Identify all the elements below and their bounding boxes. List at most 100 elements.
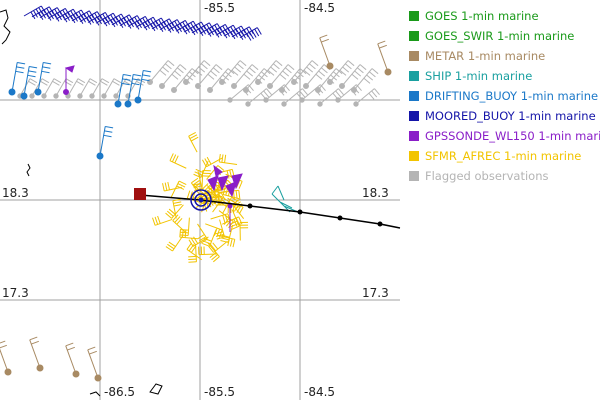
wind-barb: [201, 170, 211, 189]
wind-barb: [207, 242, 220, 263]
wind-barb: [127, 15, 150, 30]
legend-swatch: [409, 91, 419, 101]
wind-barb: [79, 11, 102, 25]
wind-barb: [96, 125, 114, 160]
legend-swatch: [409, 71, 419, 81]
track-point: [337, 215, 343, 221]
legend-item[interactable]: MOORED_BUOY 1-min marine: [409, 109, 596, 123]
latitude-label-left-1: 18.3: [2, 186, 29, 200]
wind-barb: [188, 132, 199, 153]
wind-barb: [125, 78, 146, 99]
ship-layer: [271, 185, 299, 213]
metar-layer: [0, 34, 392, 382]
legend-item[interactable]: SFMR_AFREC 1-min marine: [409, 149, 581, 163]
wind-barb: [172, 198, 182, 219]
legend-item[interactable]: SHIP 1-min marine: [409, 69, 532, 83]
legend-item[interactable]: GOES 1-min marine: [409, 9, 539, 23]
legend-label: DRIFTING_BUOY 1-min marine: [425, 89, 598, 103]
coastline: [0, 9, 163, 397]
wind-barb: [63, 9, 86, 24]
wind-barb: [39, 7, 62, 21]
wind-barb: [0, 340, 12, 376]
wind-barb: [219, 60, 247, 85]
legend-label: MOORED_BUOY 1-min marine: [425, 109, 596, 123]
wind-barb: [95, 12, 118, 27]
wind-barb: [165, 204, 184, 219]
wind-barb: [327, 60, 355, 85]
wind-barb: [191, 22, 214, 36]
wind-barb: [111, 14, 134, 28]
wind-barb: [281, 88, 308, 107]
wind-barb: [255, 60, 283, 85]
track-point: [297, 209, 303, 215]
wind-barb: [114, 73, 132, 108]
wind-barb: [231, 64, 259, 89]
wind-barb: [377, 40, 392, 76]
legend-swatch: [409, 11, 419, 21]
wind-barb: [47, 7, 70, 22]
moored-buoy-layer: [23, 5, 262, 41]
wind-barb: [55, 8, 78, 23]
wind-barb: [208, 240, 228, 253]
legend-swatch: [409, 151, 419, 161]
wind-barb: [218, 153, 238, 165]
legend-item[interactable]: GOES_SWIR 1-min marine: [409, 29, 574, 43]
wind-barb: [119, 15, 142, 29]
wind-barb: [31, 6, 54, 20]
wind-barb: [23, 5, 46, 20]
wind-barb: [186, 190, 205, 205]
wind-barb: [20, 65, 38, 100]
drifting-buoy-layer: [8, 61, 152, 160]
gpssonde-layer: [63, 65, 243, 232]
wind-barb: [179, 229, 198, 240]
wind-barb: [172, 214, 187, 234]
legend-swatch: [409, 31, 419, 41]
wind-barb: [71, 10, 94, 24]
hurricane-center-icon: [190, 189, 212, 211]
wind-barb: [34, 61, 52, 96]
wind-barb: [239, 27, 262, 41]
legend-label: GOES 1-min marine: [425, 9, 539, 23]
wind-barb: [207, 23, 230, 38]
legend-item[interactable]: DRIFTING_BUOY 1-min marine: [409, 89, 598, 103]
square-marker-icon: [134, 188, 146, 200]
wind-barb: [101, 78, 122, 99]
wind-barb: [159, 19, 182, 33]
wind-barb: [231, 26, 254, 40]
wind-barb: [188, 243, 197, 263]
wind-barb: [245, 88, 272, 107]
wind-barb: [195, 64, 223, 89]
wind-barb: [124, 73, 142, 108]
wind-barb: [169, 153, 187, 169]
wind-barb: [317, 88, 344, 107]
wind-barb: [319, 34, 334, 70]
wind-barb: [41, 78, 62, 99]
latitude-label-left-2: 17.3: [2, 286, 29, 300]
legend-label: SFMR_AFREC 1-min marine: [425, 149, 581, 163]
wind-barb: [103, 13, 126, 28]
wind-barb: [147, 60, 175, 85]
legend-label: SHIP 1-min marine: [425, 69, 532, 83]
wind-barb: [175, 20, 198, 35]
track-point: [377, 221, 383, 227]
wind-barb: [190, 177, 203, 198]
wind-barb: [87, 346, 102, 382]
legend-item[interactable]: Flagged observations: [409, 169, 549, 183]
wind-barb: [151, 18, 174, 32]
wind-barb: [65, 342, 80, 378]
wind-barb: [291, 60, 319, 85]
wind-barb: [353, 88, 380, 107]
wind-barb: [215, 24, 238, 39]
wind-barb: [159, 64, 187, 89]
legend-label: GOES_SWIR 1-min marine: [425, 29, 574, 43]
wind-barb: [165, 235, 184, 252]
longitude-label-bottom-3: -84.5: [304, 385, 335, 399]
wind-barb: [197, 223, 208, 244]
track-point: [247, 203, 253, 209]
legend-item[interactable]: METAR 1-min marine: [409, 49, 545, 63]
legend: GOES 1-min marine GOES_SWIR 1-min marine M…: [409, 9, 600, 183]
legend-item[interactable]: GPSSONDE_WL150 1-min marine: [409, 129, 600, 143]
wind-barb: [167, 19, 190, 34]
